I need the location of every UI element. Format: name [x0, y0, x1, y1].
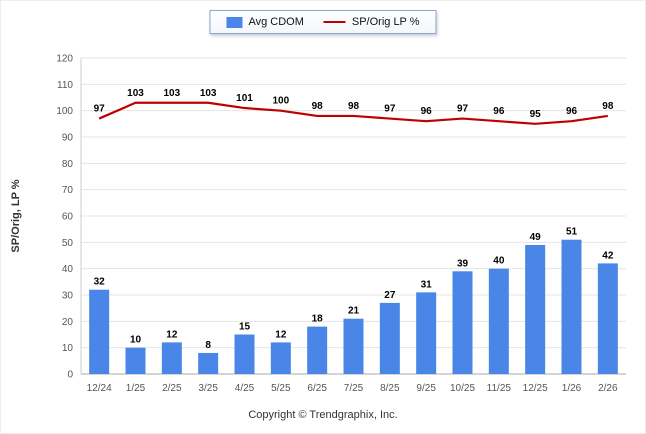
- x-tick-label: 4/25: [235, 383, 255, 394]
- line-value-label: 96: [493, 106, 505, 117]
- y-tick-label: 90: [62, 133, 74, 144]
- x-tick-label: 5/25: [271, 383, 291, 394]
- line-value-label: 95: [530, 109, 542, 120]
- y-tick-label: 120: [56, 54, 73, 65]
- bar: [488, 268, 509, 374]
- x-tick-label: 12/25: [523, 383, 548, 394]
- bar-value-label: 39: [457, 258, 469, 269]
- bar: [416, 292, 437, 374]
- bar: [452, 271, 473, 374]
- y-tick-label: 110: [57, 80, 73, 91]
- bar-value-label: 10: [130, 335, 142, 346]
- y-tick-label: 30: [62, 291, 74, 302]
- bar: [525, 244, 546, 374]
- bar: [307, 326, 328, 374]
- bar: [597, 263, 618, 374]
- bar-value-label: 51: [566, 227, 578, 238]
- line-value-label: 98: [312, 101, 324, 112]
- y-tick-label: 10: [62, 343, 74, 354]
- y-axis-title: SP/Orig, LP %: [10, 179, 22, 252]
- line-value-label: 97: [457, 104, 469, 115]
- bar-value-label: 32: [94, 277, 106, 288]
- line-value-label: 101: [236, 93, 253, 104]
- bar: [161, 342, 182, 374]
- bar-value-label: 12: [166, 329, 178, 340]
- legend-item-avg-cdom: Avg CDOM: [226, 16, 304, 28]
- bar-value-label: 15: [239, 322, 251, 333]
- y-tick-label: 80: [62, 159, 74, 170]
- bar-value-label: 49: [530, 232, 542, 243]
- copyright-text: Copyright © Trendgraphix, Inc.: [248, 409, 398, 421]
- line-value-label: 103: [163, 88, 180, 99]
- y-tick-label: 40: [62, 264, 74, 275]
- line-value-label: 97: [384, 104, 396, 115]
- bar: [270, 342, 291, 374]
- x-tick-label: 6/25: [307, 383, 327, 394]
- bar: [343, 318, 364, 374]
- y-tick-label: 20: [62, 317, 74, 328]
- bar-value-label: 18: [312, 314, 324, 325]
- legend-label-avg-cdom: Avg CDOM: [248, 16, 304, 28]
- line-value-label: 100: [272, 96, 289, 107]
- x-tick-label: 9/25: [416, 383, 436, 394]
- y-tick-label: 60: [62, 212, 74, 223]
- bar-value-label: 27: [384, 290, 396, 301]
- y-tick-label: 100: [56, 106, 73, 117]
- line-value-label: 96: [566, 106, 578, 117]
- x-tick-label: 10/25: [450, 383, 475, 394]
- legend-item-sp-orig-lp: SP/Orig LP %: [323, 16, 420, 28]
- bar: [379, 302, 400, 374]
- x-tick-label: 2/26: [598, 383, 618, 394]
- x-tick-label: 1/26: [562, 383, 582, 394]
- y-tick-label: 70: [62, 185, 74, 196]
- bar: [234, 334, 255, 374]
- bar-value-label: 42: [602, 250, 614, 261]
- line-value-label: 103: [127, 88, 144, 99]
- chart-legend: Avg CDOM SP/Orig LP %: [209, 10, 437, 34]
- line-series: [98, 101, 608, 125]
- bar: [89, 289, 110, 374]
- line-value-label: 103: [200, 88, 217, 99]
- bar-series-swatch-icon: [226, 16, 243, 28]
- bar: [125, 347, 146, 374]
- x-tick-label: 1/25: [126, 383, 146, 394]
- y-tick-label: 50: [62, 238, 74, 249]
- bar: [561, 239, 582, 374]
- x-tick-label: 11/25: [487, 383, 512, 394]
- x-tick-label: 12/24: [87, 383, 112, 394]
- bar-value-label: 8: [205, 340, 211, 351]
- bar-value-label: 31: [421, 279, 433, 290]
- line-value-label: 98: [348, 101, 360, 112]
- x-tick-label: 7/25: [344, 383, 364, 394]
- line-series-swatch-icon: [323, 21, 346, 23]
- line-value-label: 98: [602, 101, 614, 112]
- bar-value-label: 21: [348, 306, 360, 317]
- legend-label-sp-orig-lp: SP/Orig LP %: [351, 16, 420, 28]
- bar-value-label: 40: [493, 256, 505, 267]
- x-tick-label: 3/25: [198, 383, 218, 394]
- x-tick-label: 8/25: [380, 383, 400, 394]
- line-value-label: 96: [421, 106, 433, 117]
- y-tick-label: 0: [67, 370, 73, 381]
- line-value-label: 97: [94, 104, 106, 115]
- bar-value-label: 12: [275, 329, 287, 340]
- bar: [198, 352, 219, 374]
- x-tick-label: 2/25: [162, 383, 182, 394]
